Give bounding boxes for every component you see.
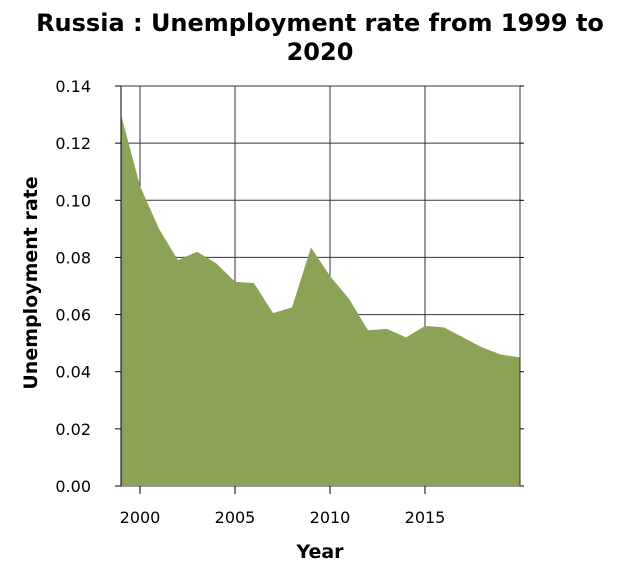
- chart-title-line-2: 2020: [287, 38, 354, 66]
- x-tick-label: 2005: [215, 508, 256, 527]
- y-tick-label: 0.12: [55, 134, 91, 153]
- chart-title-line-1: Russia : Unemployment rate from 1999 to: [36, 9, 604, 37]
- x-axis-ticks: 2000 2005 2010 2015: [120, 486, 446, 527]
- area-fill: [121, 114, 520, 486]
- area-series: [121, 114, 520, 486]
- x-tick-label: 2015: [405, 508, 446, 527]
- y-tick-label: 0.10: [55, 191, 91, 210]
- y-tick-label: 0.02: [55, 420, 91, 439]
- y-tick-label: 0.00: [55, 477, 91, 496]
- plot-frame: [120, 85, 521, 486]
- y-axis-label: Unemployment rate: [20, 176, 42, 389]
- x-tick-label: 2000: [120, 508, 161, 527]
- y-tick-label: 0.04: [55, 363, 91, 382]
- x-axis-label: Year: [295, 541, 344, 563]
- y-tick-label: 0.08: [55, 248, 91, 267]
- x-tick-label: 2010: [310, 508, 351, 527]
- y-tick-label: 0.14: [55, 77, 91, 96]
- y-tick-label: 0.06: [55, 306, 91, 325]
- y-axis-ticks: 0.00 0.02 0.04 0.06 0.08 0.10 0.12 0.14: [55, 77, 524, 496]
